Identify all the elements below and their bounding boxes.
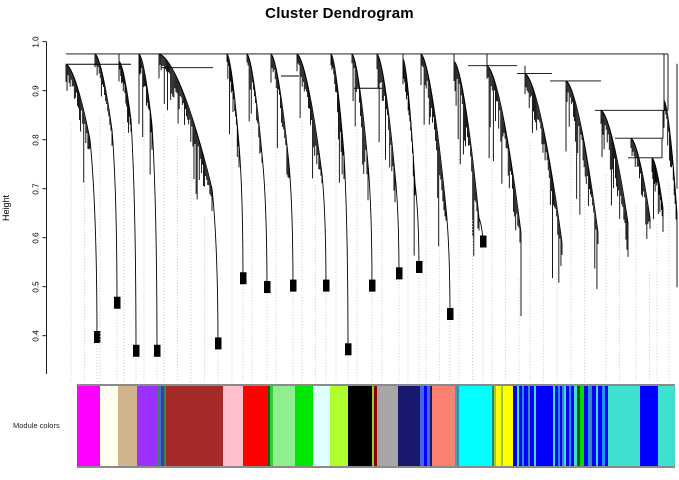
- module-color-segment: [164, 386, 166, 466]
- module-color-segment: [377, 386, 398, 466]
- module-color-segment: [598, 386, 602, 466]
- module-color-segment: [494, 386, 496, 466]
- module-color-segment: [574, 386, 577, 466]
- module-color-segment: [528, 386, 530, 466]
- module-color-segment: [580, 386, 584, 466]
- chart-title: Cluster Dendrogram: [265, 5, 414, 22]
- module-color-segment: [223, 386, 243, 466]
- module-color-segment: [273, 386, 295, 466]
- module-color-segment: [536, 386, 538, 466]
- module-color-segment: [566, 386, 569, 466]
- module-color-segment: [501, 386, 503, 466]
- y-axis-label: Height: [1, 195, 11, 222]
- y-tick-label: 1.0: [31, 36, 41, 48]
- module-color-segment: [605, 386, 608, 466]
- module-color-segment: [457, 386, 459, 466]
- module-color-segment: [313, 386, 330, 466]
- module-color-segment: [424, 386, 427, 466]
- module-color-segment: [519, 386, 522, 466]
- module-color-segment: [640, 386, 658, 466]
- y-tick-label: 0.5: [31, 281, 41, 293]
- module-color-segment: [161, 386, 164, 466]
- module-color-segment: [553, 386, 555, 466]
- module-color-segment: [270, 386, 273, 466]
- module-colors-bar: [77, 384, 675, 468]
- module-color-segment: [348, 386, 372, 466]
- y-tick-label: 0.9: [31, 85, 41, 97]
- y-tick-label: 0.4: [31, 330, 41, 342]
- module-color-segment: [492, 386, 494, 466]
- module-color-segment: [77, 386, 100, 466]
- module-color-segment: [268, 386, 270, 466]
- module-color-segment: [571, 386, 574, 466]
- module-color-segment: [503, 386, 513, 466]
- module-color-segment: [295, 386, 313, 466]
- module-color-segment: [584, 386, 588, 466]
- module-color-segment: [522, 386, 524, 466]
- module-color-segment: [430, 386, 432, 466]
- module-color-segment: [560, 386, 562, 466]
- module-color-segment: [562, 386, 564, 466]
- y-tick-label: 0.7: [31, 183, 41, 195]
- module-color-segment: [330, 386, 348, 466]
- module-color-segment: [100, 386, 118, 466]
- module-color-segment: [588, 386, 590, 466]
- module-color-segment: [374, 386, 377, 466]
- module-color-segment: [564, 386, 566, 466]
- module-color-segment: [159, 386, 161, 466]
- module-color-segment: [658, 386, 675, 466]
- module-color-segment: [137, 386, 157, 466]
- module-color-segment: [398, 386, 420, 466]
- module-color-segment: [517, 386, 519, 466]
- module-color-segment: [513, 386, 517, 466]
- module-color-segment: [524, 386, 528, 466]
- y-tick-label: 0.8: [31, 134, 41, 146]
- y-tick-label: 0.6: [31, 232, 41, 244]
- module-color-segment: [459, 386, 460, 466]
- module-color-segment: [558, 386, 560, 466]
- module-color-segment: [460, 386, 492, 466]
- module-color-segment: [590, 386, 592, 466]
- module-color-segment: [596, 386, 598, 466]
- module-color-segment: [496, 386, 501, 466]
- module-color-segment: [420, 386, 424, 466]
- module-color-segment: [569, 386, 571, 466]
- module-color-segment: [243, 386, 268, 466]
- module-color-segment: [432, 386, 455, 466]
- module-color-segment: [577, 386, 580, 466]
- module-color-segment: [530, 386, 534, 466]
- module-color-segment: [534, 386, 536, 466]
- module-color-segment: [118, 386, 137, 466]
- module-color-segment: [602, 386, 605, 466]
- module-color-segment: [455, 386, 457, 466]
- module-color-segment: [427, 386, 430, 466]
- module-color-segment: [157, 386, 159, 466]
- module-color-segment: [538, 386, 553, 466]
- module-color-segment: [592, 386, 596, 466]
- module-color-segment: [608, 386, 640, 466]
- module-color-segment: [166, 386, 223, 466]
- module-color-segment: [372, 386, 374, 466]
- module-color-segment: [555, 386, 558, 466]
- module-colors-label: Module colors: [13, 421, 60, 430]
